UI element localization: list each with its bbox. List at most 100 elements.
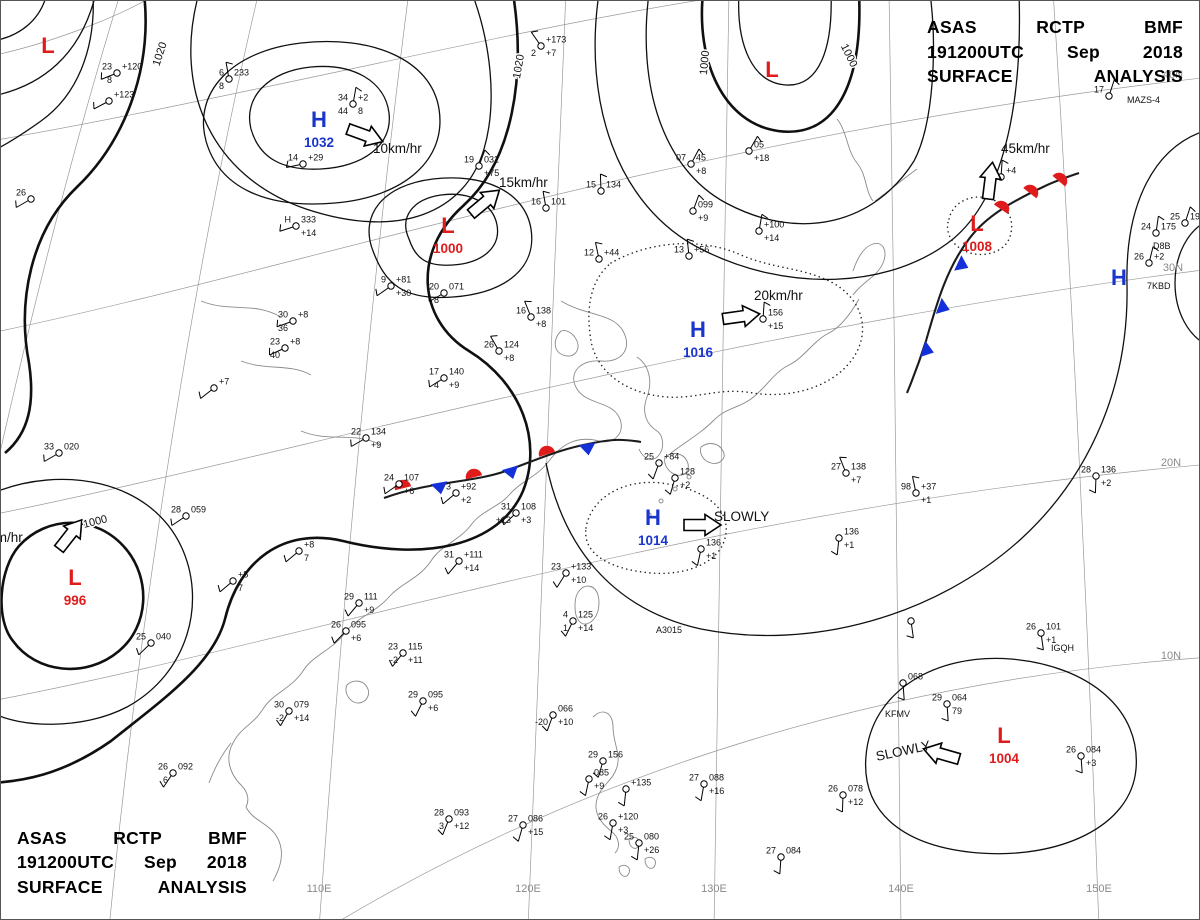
station-value: 15	[586, 180, 596, 190]
station-value: 19	[464, 155, 474, 165]
station-value: 27	[689, 773, 699, 783]
station-circle-icon	[635, 839, 643, 847]
station-value: 17	[429, 367, 439, 377]
isobar	[738, 1, 832, 86]
station-plot: 30 079 -2 +14	[274, 700, 309, 727]
wind-barb-feather-icon	[579, 791, 586, 797]
station-circle-icon	[55, 449, 63, 457]
movement-annotation: km/hr	[1, 518, 83, 554]
station-value: +37	[921, 482, 936, 492]
station-value: +8	[536, 319, 546, 329]
station-value: +7	[219, 377, 229, 387]
wind-barb-feather-icon	[484, 149, 491, 156]
station-value: +1	[706, 551, 716, 561]
station-value: 26	[828, 784, 838, 794]
station-value: 28	[171, 505, 181, 515]
movement-arrow-icon	[978, 160, 1003, 201]
station-value: +111	[464, 550, 483, 560]
station-value: 14	[288, 153, 298, 163]
wind-barb-feather-icon	[1152, 246, 1159, 252]
station-plot: 27 086 +15	[508, 814, 543, 842]
station-value: 16	[531, 197, 541, 207]
station-circle-icon	[113, 69, 121, 77]
station-value: 26	[1134, 252, 1144, 262]
station-plot: 25 080 +26	[624, 832, 659, 861]
dashed-outline-layer	[585, 196, 1013, 575]
station-circle-icon	[495, 347, 503, 355]
wind-barb-feather-icon	[542, 190, 550, 194]
isobar-low-outer	[368, 177, 533, 299]
station-value: 068	[908, 672, 923, 682]
station-value: 26	[1066, 745, 1076, 755]
station-circle-icon	[519, 821, 527, 829]
station-plot: 28 059	[170, 505, 206, 526]
station-value: +9	[364, 605, 374, 615]
grid-line	[1053, 1, 1099, 919]
grid-label: 130E	[701, 883, 727, 895]
title-line-1: ASAS RCTP BMF	[927, 17, 1183, 37]
station-value: +12	[848, 797, 863, 807]
station-plot: 128+2	[664, 467, 695, 495]
station-circle-icon	[1077, 752, 1085, 760]
wind-barb-feather-icon	[941, 717, 949, 722]
wind-barb-feather-icon	[355, 86, 362, 92]
wind-barb-feather-icon	[763, 301, 771, 306]
station-value: 26	[158, 762, 168, 772]
station-value: 25	[644, 452, 654, 462]
station-circle-icon	[455, 557, 463, 565]
station-circle-icon	[907, 617, 915, 625]
station-circle-icon	[355, 599, 363, 607]
isobar-1000	[700, 1, 861, 134]
station-plot: 26 095 +6	[331, 620, 366, 644]
station-value: 9	[381, 275, 386, 285]
station-plot	[906, 617, 915, 639]
pressure-value: 996	[64, 593, 87, 608]
movement-arrow-icon	[683, 513, 723, 537]
wind-barb-feather-icon	[501, 518, 505, 525]
high-pressure-center: H 1032	[304, 107, 334, 150]
station-value: 29	[588, 750, 598, 760]
station-value: 1	[563, 623, 568, 633]
station-value: +18	[754, 153, 769, 163]
grid-label: 40N	[1163, 69, 1183, 81]
station-circle-icon	[689, 207, 697, 215]
chart-title-bottom-left: ASAS RCTP BMF 191200UTC Sep 2018 SURFACE…	[17, 826, 247, 900]
station-value: 23	[388, 642, 398, 652]
pressure-symbol: L	[765, 57, 778, 82]
title-line-1: ASAS RCTP BMF	[17, 827, 247, 848]
station-value: 115	[408, 642, 422, 652]
station-value: 079	[294, 700, 309, 710]
station-plot: 16 138 +8	[516, 300, 551, 329]
station-value: +6	[428, 703, 438, 713]
wind-barb-feather-icon	[773, 870, 781, 875]
grid-line	[1, 464, 1199, 700]
wind-barb-feather-icon	[906, 635, 914, 639]
station-value: +81	[396, 275, 411, 285]
wind-barb-feather-icon	[198, 391, 202, 399]
station-plot: 19 032 +75	[464, 149, 499, 178]
station-circle-icon	[281, 344, 289, 352]
cold-front-pip-icon	[578, 442, 596, 456]
station-value: 040	[156, 632, 171, 642]
isobar	[1, 478, 194, 725]
fronts-layer	[383, 172, 1080, 499]
isobar	[594, 1, 1021, 281]
station-value: 26	[598, 812, 608, 822]
station-plot: 26 078 +12	[828, 784, 863, 813]
movement-annotation: 45km/hr	[978, 141, 1050, 201]
station-value: +9	[371, 440, 381, 450]
pressure-symbol: H	[690, 317, 706, 342]
station-value: +3	[1086, 758, 1096, 768]
station-value: 156	[608, 750, 623, 760]
isobar-low-inner	[405, 193, 499, 266]
high-pressure-center: H 1016	[683, 317, 714, 360]
station-value: 3	[439, 821, 444, 831]
station-circle-icon	[700, 780, 708, 788]
cold-front-pip-icon	[920, 340, 934, 357]
station-circle-icon	[537, 42, 545, 50]
wind-barb-feather-icon	[344, 609, 349, 617]
station-plot: 07 45 +8	[676, 148, 706, 176]
station-value: 175	[1161, 222, 1176, 232]
station-circle-icon	[342, 627, 350, 635]
isobar	[190, 1, 492, 223]
